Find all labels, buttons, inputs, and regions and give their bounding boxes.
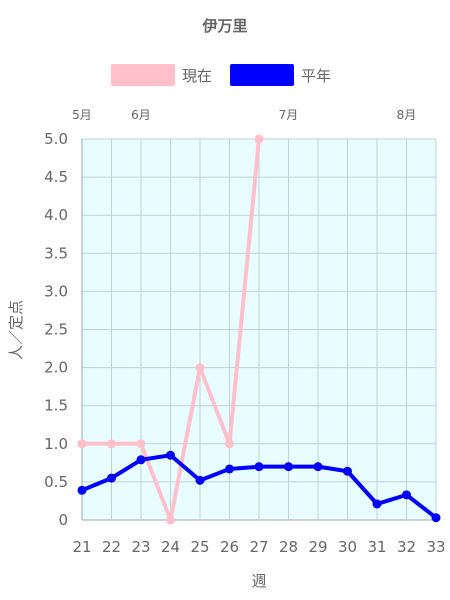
series-current (77, 134, 264, 525)
y-axis-label: 人／定点 (7, 300, 25, 360)
y-tick-label: 4.0 (44, 206, 68, 224)
y-tick-label: 3.0 (44, 282, 68, 300)
data-point[interactable] (77, 485, 87, 495)
legend: 現在 平年 (111, 64, 331, 86)
x-tick-label: 28 (279, 538, 298, 556)
data-point[interactable] (136, 455, 146, 465)
x-tick-label: 32 (397, 538, 416, 556)
data-point[interactable] (195, 475, 205, 485)
data-point[interactable] (166, 515, 175, 525)
data-point[interactable] (284, 462, 293, 472)
chart-title: 伊万里 (201, 17, 247, 35)
y-tick-label: 4.5 (44, 168, 68, 186)
x-tick-label: 30 (338, 538, 357, 556)
y-tick-label: 2.0 (44, 359, 68, 377)
legend-label-normal: 平年 (301, 67, 331, 85)
data-point[interactable] (225, 464, 234, 474)
y-tick-label: 3.5 (44, 244, 68, 262)
x-tick-label: 21 (72, 538, 91, 556)
data-point[interactable] (254, 462, 264, 472)
legend-item-current[interactable]: 現在 (111, 64, 212, 86)
data-point[interactable] (195, 363, 205, 373)
data-point[interactable] (343, 466, 352, 476)
y-tick-label: 5.0 (44, 130, 68, 148)
data-point[interactable] (313, 462, 323, 472)
x-tick-label: 26 (220, 538, 239, 556)
data-point[interactable] (77, 439, 87, 449)
data-point[interactable] (107, 439, 116, 449)
legend-swatch-current (111, 64, 175, 86)
data-point[interactable] (107, 473, 116, 483)
x-tick-label: 33 (426, 538, 445, 556)
x-tick-label: 25 (190, 538, 209, 556)
legend-swatch-normal (230, 64, 294, 86)
x-tick-label: 31 (367, 538, 386, 556)
y-tick-label: 1.5 (44, 397, 68, 415)
data-point[interactable] (402, 490, 411, 500)
y-tick-label: 1.0 (44, 435, 68, 453)
x-tick-label: 24 (161, 538, 180, 556)
x-tick-label: 29 (308, 538, 327, 556)
data-point[interactable] (225, 439, 234, 449)
data-point[interactable] (431, 513, 441, 523)
data-point[interactable] (166, 450, 175, 460)
y-tick-label: 0 (58, 511, 68, 529)
x-tick-label: 27 (249, 538, 268, 556)
series-layer (77, 134, 441, 525)
month-label: 8月 (397, 108, 417, 122)
x-axis-label: 週 (251, 572, 266, 590)
data-point[interactable] (136, 439, 146, 449)
y-tick-labels: 0 0.5 1.0 1.5 2.0 2.5 3.0 3.5 4.0 4.5 5.0 (44, 130, 68, 529)
series-normal (77, 450, 441, 523)
legend-label-current: 現在 (182, 67, 212, 85)
y-tick-label: 2.5 (44, 321, 68, 339)
x-tick-labels: 21 22 23 24 25 26 27 28 29 30 31 32 33 (72, 538, 445, 556)
y-tick-label: 0.5 (44, 473, 68, 491)
x-tick-label: 22 (102, 538, 121, 556)
month-label: 7月 (279, 108, 299, 122)
x-tick-label: 23 (131, 538, 150, 556)
data-point[interactable] (254, 134, 264, 144)
month-labels: 5月 6月 7月 8月 (72, 108, 416, 122)
month-label: 6月 (131, 108, 151, 122)
data-point[interactable] (372, 499, 382, 509)
legend-item-normal[interactable]: 平年 (230, 64, 331, 86)
month-label: 5月 (72, 108, 92, 122)
